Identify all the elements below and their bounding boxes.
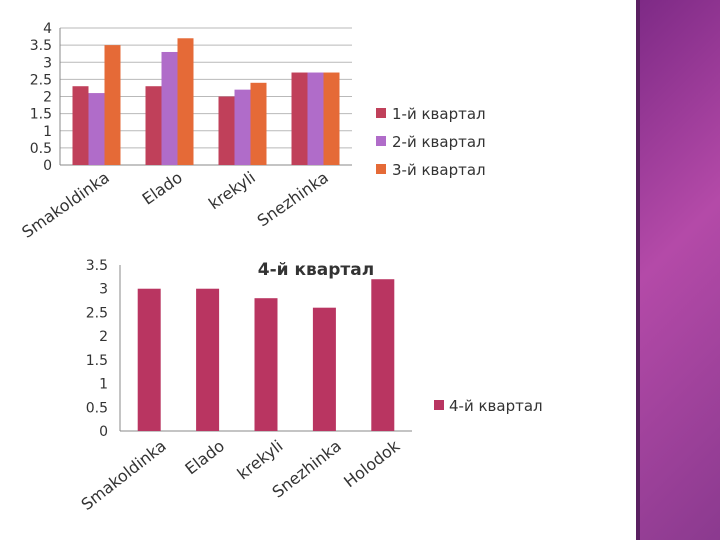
bar — [72, 86, 89, 165]
bar — [254, 298, 278, 431]
bar — [250, 82, 267, 165]
bar — [145, 86, 162, 165]
x-tick-label: krekyli — [205, 168, 259, 214]
x-tick-label: Smakoldinka — [18, 168, 112, 242]
bar — [371, 279, 395, 431]
decorative-side-bar — [640, 0, 720, 540]
y-tick-label: 3.5 — [86, 258, 108, 274]
legend-label: 2-й квартал — [392, 133, 486, 151]
bar — [161, 51, 178, 165]
x-tick-label: Elado — [181, 436, 228, 478]
bar — [307, 72, 324, 165]
y-tick-label: 1.5 — [86, 353, 108, 369]
side-bar-edge — [636, 0, 640, 540]
y-tick-label: 1 — [43, 124, 52, 140]
y-tick-label: 3 — [43, 55, 52, 71]
bar — [177, 38, 194, 165]
x-tick-label: Elado — [139, 168, 186, 209]
legend-label: 3-й квартал — [392, 161, 486, 179]
bar — [218, 96, 235, 165]
y-tick-label: 0 — [43, 158, 52, 174]
x-tick-label: krekyli — [233, 436, 286, 483]
legend-swatch — [376, 136, 386, 146]
bar — [88, 93, 105, 165]
legend-label: 1-й квартал — [392, 105, 486, 123]
x-tick-label: Holodok — [340, 436, 404, 492]
y-tick-label: 2.5 — [86, 305, 108, 321]
y-tick-label: 2.5 — [30, 72, 52, 88]
y-tick-label: 3 — [99, 282, 108, 298]
legend-swatch — [376, 164, 386, 174]
y-tick-label: 0 — [99, 424, 108, 440]
legend-swatch — [376, 108, 386, 118]
x-tick-label: Snezhinka — [254, 168, 332, 231]
legend-label: 4-й квартал — [449, 397, 543, 415]
y-tick-label: 2 — [43, 90, 52, 106]
y-tick-label: 1 — [99, 377, 108, 393]
y-tick-label: 0.5 — [86, 400, 108, 416]
bar — [234, 89, 251, 165]
bar — [196, 288, 220, 431]
y-tick-label: 0.5 — [30, 141, 52, 157]
x-tick-label: Smakoldinka — [78, 436, 170, 514]
bar — [323, 72, 340, 165]
legend-swatch — [434, 400, 444, 410]
bar — [291, 72, 308, 165]
y-tick-label: 4 — [43, 21, 52, 37]
chart-title: 4-й квартал — [258, 260, 374, 280]
bar — [104, 45, 121, 165]
y-tick-label: 2 — [99, 329, 108, 345]
bar — [137, 288, 161, 431]
y-tick-label: 1.5 — [30, 107, 52, 123]
bar — [312, 307, 336, 431]
y-tick-label: 3.5 — [30, 38, 52, 54]
